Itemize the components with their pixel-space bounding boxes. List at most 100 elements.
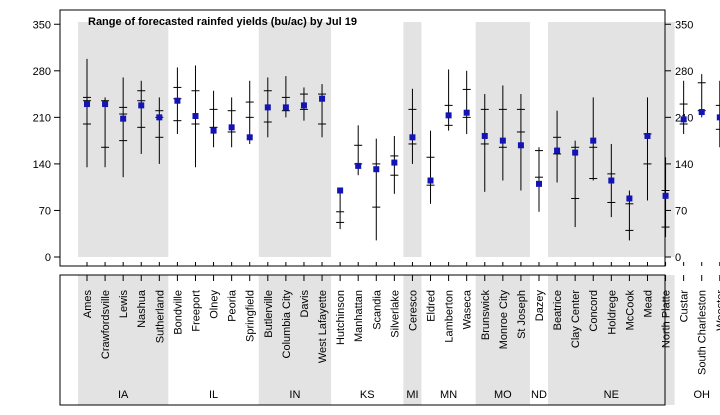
mean-marker [680, 116, 687, 123]
location-label: Nashua [136, 289, 148, 328]
mean-marker [84, 101, 90, 108]
location-label: Olney [209, 290, 221, 319]
y-axis-left: 0 70 140 210 280 350 [33, 19, 60, 264]
location-label: Dazey [534, 290, 546, 322]
location-label: Wooster [715, 290, 720, 331]
y-tick-label-right: 140 [675, 159, 693, 171]
state-label: MO [494, 389, 512, 401]
location-label: Crawfordsville [100, 290, 112, 359]
location-label: Manhattan [353, 290, 365, 342]
location-label: Peoria [227, 289, 239, 322]
y-tick-label-left: 350 [33, 19, 51, 31]
mean-marker [427, 177, 434, 184]
mean-marker [228, 124, 235, 131]
location-label: Ceresco [407, 290, 419, 331]
location-label: Hutchinson [335, 290, 347, 345]
location-label: Scandia [371, 289, 383, 330]
mean-marker [590, 137, 597, 144]
data-marks [83, 58, 720, 281]
location-label: Monroe City [498, 289, 510, 349]
mean-marker [102, 101, 109, 108]
location-label: Silverlake [389, 290, 401, 338]
mean-marker [608, 177, 615, 184]
location-label: Davis [299, 290, 311, 318]
state-label-shading [77, 275, 675, 405]
location-label: St Joseph [516, 290, 528, 339]
mean-marker [499, 137, 506, 144]
location-label: Waseca [462, 289, 474, 329]
mean-marker [481, 132, 488, 139]
mean-marker [120, 115, 127, 122]
mean-marker [391, 159, 398, 166]
state-band-in [258, 22, 332, 257]
location-label: Beatrice [552, 290, 564, 330]
y-tick-label-left: 0 [45, 252, 51, 264]
y-tick-label-left: 210 [33, 112, 51, 124]
mean-marker [572, 149, 579, 156]
location-label: Butlerville [263, 290, 275, 338]
location-label: McCook [624, 290, 636, 331]
location-label: Custar [679, 290, 691, 323]
state-label: IN [289, 389, 300, 401]
state-strip-in [258, 275, 332, 405]
location-label: South Charleston [697, 290, 709, 375]
y-tick-label-right: 280 [675, 66, 693, 78]
location-label: Columbia City [281, 290, 293, 359]
location-label: Sutherland [154, 290, 166, 343]
location-label: Lamberton [444, 290, 456, 343]
location-label: Ames [82, 290, 94, 319]
location-label: North Platte [661, 290, 673, 348]
state-label: IA [118, 389, 129, 401]
state-strip-ia [77, 275, 169, 405]
mean-marker [319, 95, 326, 102]
location-label: West Lafayette [317, 290, 329, 363]
x-axis-frame [59, 274, 666, 406]
plot-frame [59, 9, 666, 267]
mean-marker [445, 112, 452, 119]
mean-marker [554, 147, 561, 154]
location-label: Bondville [172, 290, 184, 335]
y-tick-label-left: 70 [39, 205, 51, 217]
location-label: Freeport [190, 290, 202, 332]
chart-title: Range of forecasted rainfed yields (bu/a… [88, 16, 357, 28]
state-label: IL [209, 389, 218, 401]
mean-marker [355, 162, 362, 169]
mean-marker [246, 134, 253, 141]
location-label: Brunswick [480, 290, 492, 341]
mean-marker [138, 102, 145, 109]
state-label: KS [360, 389, 375, 401]
location-label: Springfield [245, 290, 257, 342]
mean-marker [264, 104, 271, 111]
state-strip-ne [548, 275, 675, 405]
state-label: MI [406, 389, 418, 401]
y-tick-label-right: 0 [675, 252, 681, 264]
mean-marker [337, 187, 344, 194]
location-label: Eldred [426, 290, 438, 322]
mean-marker [282, 104, 289, 111]
state-label: ND [531, 389, 547, 401]
location-label: Mead [642, 290, 654, 318]
y-tick-label-right: 70 [675, 205, 687, 217]
y-tick-label-right: 350 [675, 19, 693, 31]
location-label: Clay Center [570, 290, 582, 348]
location-label: Concord [588, 290, 600, 332]
state-label: OH [693, 389, 710, 401]
location-label: Lewis [118, 290, 130, 319]
location-labels: Ames Crawfordsville Lewis Nashua Sutherland B… [82, 289, 720, 375]
mean-marker [626, 195, 633, 202]
location-label: Holdrege [606, 290, 618, 335]
mean-marker [517, 142, 524, 149]
mean-marker [373, 166, 380, 173]
mean-marker [409, 134, 416, 141]
state-strip-mo [475, 275, 530, 405]
state-label: MN [440, 389, 457, 401]
mean-marker [463, 109, 470, 116]
mean-marker [698, 109, 705, 116]
state-label: NE [604, 389, 619, 401]
mean-marker [174, 97, 181, 104]
state-labels: IA IL IN KS MI MN MO ND NE OH [118, 389, 710, 401]
y-tick-label-left: 140 [33, 159, 51, 171]
mean-marker [716, 114, 720, 121]
mean-marker [644, 132, 651, 139]
